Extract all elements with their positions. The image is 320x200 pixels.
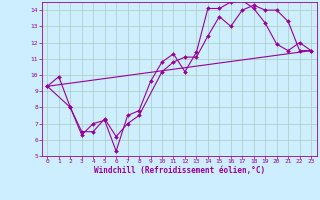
X-axis label: Windchill (Refroidissement éolien,°C): Windchill (Refroidissement éolien,°C): [94, 166, 265, 175]
